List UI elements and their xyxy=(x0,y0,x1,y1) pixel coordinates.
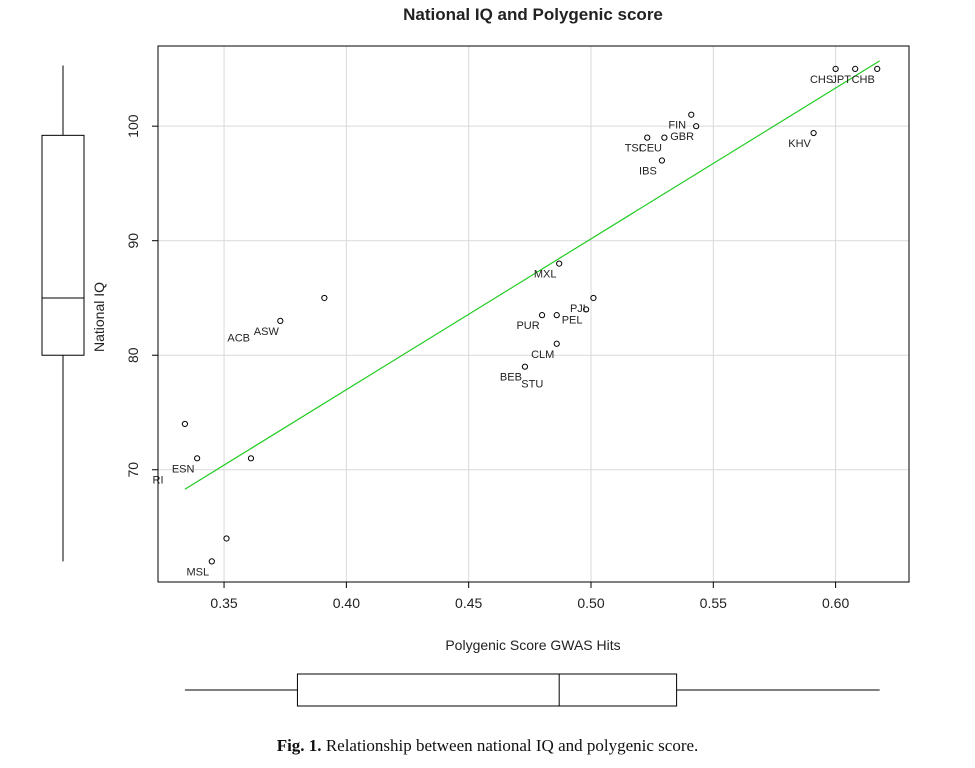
point-label: CHS xyxy=(810,74,833,86)
point-label: TSI xyxy=(625,143,642,155)
point-label: GBR xyxy=(670,131,694,143)
grid xyxy=(158,46,909,582)
x-tick-label: 0.40 xyxy=(333,595,360,611)
point-label: PUR xyxy=(516,320,539,332)
data-point xyxy=(688,111,695,118)
fit-line xyxy=(184,60,880,490)
point-label: KHV xyxy=(788,138,811,150)
point-label: STU xyxy=(521,378,543,390)
data-point xyxy=(590,294,597,302)
point-label: BEB xyxy=(500,372,522,384)
y-tick-label: 80 xyxy=(125,347,141,363)
point-label: PJL xyxy=(570,303,589,315)
data-point xyxy=(661,134,668,141)
caption-label: Fig. 1. xyxy=(276,736,322,755)
x-boxplot-box xyxy=(296,673,678,707)
point-label: MSL xyxy=(187,566,210,578)
data-point xyxy=(277,317,284,324)
data-point xyxy=(247,455,255,462)
data-point xyxy=(321,294,328,302)
y-boxplot xyxy=(41,65,85,562)
y-axis-ticks: 70 80 90 100 xyxy=(125,114,158,478)
y-tick-label: 100 xyxy=(125,114,141,138)
x-axis-ticks: 0.35 0.40 0.45 0.50 0.55 0.60 xyxy=(210,582,849,611)
data-point xyxy=(644,134,651,141)
data-point xyxy=(181,420,189,428)
data-point xyxy=(693,123,700,130)
data-points xyxy=(181,65,881,565)
point-label: ACB xyxy=(227,332,250,344)
x-tick-label: 0.35 xyxy=(210,595,237,611)
x-tick-label: 0.55 xyxy=(700,595,727,611)
fit-line-group xyxy=(184,60,880,490)
x-boxplot xyxy=(184,673,880,707)
data-point xyxy=(556,260,563,267)
data-point xyxy=(874,65,881,73)
data-point xyxy=(553,340,560,347)
point-label: JPT xyxy=(831,74,851,86)
data-point xyxy=(810,129,817,137)
data-point xyxy=(208,558,215,565)
point-label: IBS xyxy=(639,166,657,178)
x-tick-label: 0.50 xyxy=(577,595,604,611)
data-point xyxy=(538,312,546,319)
point-label: FIN xyxy=(668,120,686,132)
data-point xyxy=(194,455,201,462)
point-label: PEL xyxy=(562,314,583,326)
x-axis-label: Polygenic Score GWAS Hits xyxy=(445,637,620,653)
x-tick-label: 0.45 xyxy=(455,595,482,611)
point-label: CHB xyxy=(852,74,875,86)
data-point xyxy=(658,157,666,164)
y-boxplot-box xyxy=(41,134,85,356)
x-tick-label: 0.60 xyxy=(822,595,849,611)
point-label: ASW xyxy=(254,326,280,338)
y-axis-label: National IQ xyxy=(91,282,107,352)
y-tick-label: 90 xyxy=(125,233,141,249)
point-label: MXL xyxy=(534,269,557,281)
data-point xyxy=(553,312,560,319)
data-point xyxy=(582,306,590,313)
figure-caption: Fig. 1. Relationship between national IQ… xyxy=(0,736,975,756)
y-tick-label: 70 xyxy=(125,462,141,478)
data-point xyxy=(852,65,859,73)
data-point xyxy=(521,363,529,370)
data-point xyxy=(832,65,839,73)
plot-frame xyxy=(157,45,910,583)
point-label: ESN xyxy=(172,463,195,475)
caption-text: Relationship between national IQ and pol… xyxy=(325,736,699,755)
data-point xyxy=(223,535,230,542)
point-label: CEU xyxy=(639,143,662,155)
point-label: CLM xyxy=(531,349,554,361)
chart-title: National IQ and Polygenic score xyxy=(403,5,663,24)
